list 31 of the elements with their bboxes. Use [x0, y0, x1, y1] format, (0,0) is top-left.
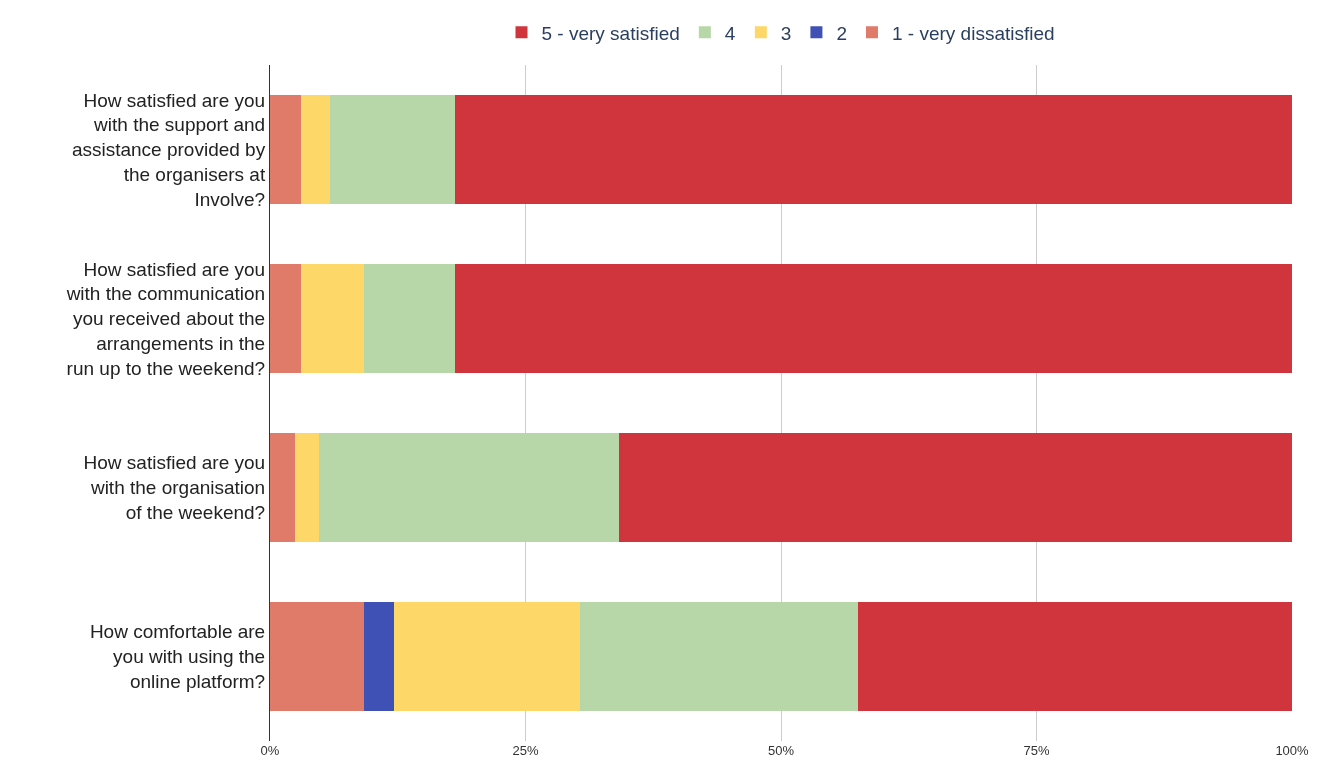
bar — [330, 95, 455, 204]
y-tick-label: How comfortable are you with using the online platform? — [89, 621, 266, 692]
bar — [270, 95, 301, 204]
bar — [319, 433, 619, 542]
bar — [393, 602, 580, 711]
x-tick-label: 0% — [260, 743, 280, 758]
bar — [454, 264, 1292, 373]
y-tick-label: How satisfied are you with the support and assistance provided by the organisers at Involve? — [71, 89, 266, 210]
legend-label: 5 - very satisfied — [541, 22, 680, 44]
bar — [270, 433, 295, 542]
bar — [300, 264, 365, 373]
x-tick-label: 100% — [1275, 743, 1310, 758]
legend-label: 3 — [780, 22, 792, 44]
y-tick-label: How satisfied are you with the communication you received about the arrangements in the run up to the weekend? — [65, 258, 266, 379]
bar — [270, 264, 301, 373]
bar — [618, 433, 1292, 542]
legend-label: 1 - very dissatisfied — [891, 22, 1055, 44]
x-tick-label: 25% — [512, 743, 539, 758]
bar — [364, 602, 394, 711]
x-tick-label: 50% — [767, 743, 795, 758]
bar — [300, 95, 331, 204]
x-tick-label: 75% — [1023, 743, 1050, 758]
bar — [857, 602, 1292, 711]
bar — [454, 95, 1292, 204]
legend-label: 4 — [724, 22, 736, 44]
bar — [364, 264, 455, 373]
y-tick-label: How satisfied are you with the organisation of the weekend? — [83, 452, 266, 523]
bar — [294, 433, 320, 542]
bar — [270, 602, 365, 711]
bar — [579, 602, 858, 711]
legend-label: 2 — [836, 22, 847, 44]
